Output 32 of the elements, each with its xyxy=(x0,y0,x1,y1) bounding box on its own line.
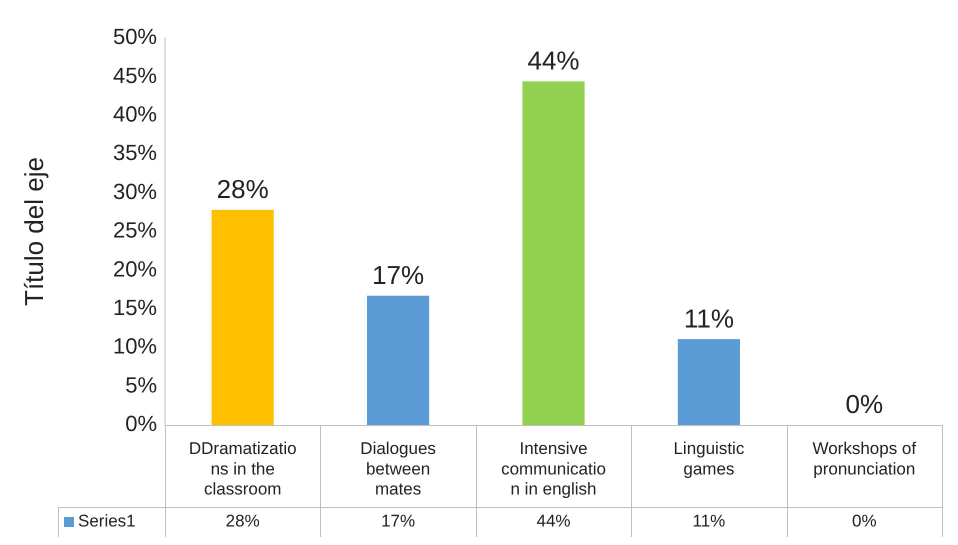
y-tick-label: 30% xyxy=(112,178,157,204)
data-label: 11% xyxy=(692,512,726,531)
x-tick-label: Dialogues between mates xyxy=(360,438,436,499)
y-tick-label: 15% xyxy=(112,294,157,320)
y-tick-label: 0% xyxy=(125,411,157,436)
text: 28% xyxy=(216,174,269,204)
y-tick-label: 5% xyxy=(125,372,157,398)
text: 17% xyxy=(372,260,424,290)
x-tick-label: Workshops of pronunciation xyxy=(812,438,916,478)
y-tick-label: 10% xyxy=(112,334,157,359)
x-tick-label: DDramatizations in the classroom xyxy=(188,438,297,499)
bar xyxy=(678,339,740,425)
data-label: 44% xyxy=(536,512,571,531)
bar xyxy=(212,210,274,425)
x-tick-label: Intensive communication in english xyxy=(501,438,606,499)
y-tick-label: 20% xyxy=(112,256,157,282)
text: 11% xyxy=(684,303,734,334)
x-tick-label: Linguistic games xyxy=(673,438,745,478)
y-tick-label: 25% xyxy=(112,218,157,243)
y-tick-label: 45% xyxy=(112,62,157,88)
y-tick-label: 40% xyxy=(112,101,157,126)
bar xyxy=(522,81,585,425)
text: 44% xyxy=(527,46,580,76)
y-tick-label: 50% xyxy=(112,24,157,50)
text: 0% xyxy=(846,389,884,420)
data-label: 17% xyxy=(381,512,416,531)
data-label: 28% xyxy=(226,512,260,531)
data-label: 0% xyxy=(852,512,877,531)
legend-label: Series1 xyxy=(78,512,136,531)
bar xyxy=(367,296,430,425)
y-axis-title: Título del eje xyxy=(18,157,49,306)
y-tick-label: 35% xyxy=(112,140,157,166)
